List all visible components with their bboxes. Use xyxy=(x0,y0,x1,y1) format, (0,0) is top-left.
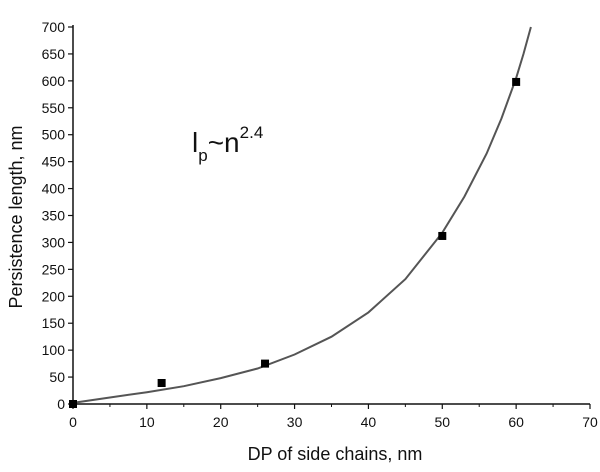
data-points-layer xyxy=(69,77,521,408)
data-point xyxy=(157,378,166,387)
fit-curve-layer xyxy=(72,26,532,404)
x-axis-title: DP of side chains, nm xyxy=(248,444,423,464)
x-tick-label: 60 xyxy=(508,414,524,430)
x-tick-label: 70 xyxy=(582,414,598,430)
y-tick-label: 500 xyxy=(42,127,66,143)
data-point xyxy=(438,231,447,240)
y-tick-label: 700 xyxy=(42,19,66,35)
annotation-superscript: 2.4 xyxy=(240,123,264,142)
data-point xyxy=(69,400,77,408)
x-tick-label: 0 xyxy=(69,414,77,430)
y-tick-label: 250 xyxy=(42,261,66,277)
y-tick-label: 0 xyxy=(57,396,65,412)
y-tick-label: 200 xyxy=(42,288,66,304)
scaling-law-annotation: lp~n2.4 xyxy=(192,123,263,165)
annotation-tilde: ~n xyxy=(208,127,240,158)
y-tick-label: 100 xyxy=(42,342,66,358)
y-tick-label: 350 xyxy=(42,208,66,224)
x-tick-label: 30 xyxy=(287,414,303,430)
x-tick-label: 50 xyxy=(434,414,450,430)
y-tick-label: 50 xyxy=(49,369,65,385)
annotation-subscript: p xyxy=(198,146,207,165)
data-point xyxy=(261,359,270,368)
y-tick-label: 550 xyxy=(42,100,66,116)
fit-curve xyxy=(72,26,532,404)
y-tick-label: 650 xyxy=(42,46,66,62)
x-tick-label: 20 xyxy=(213,414,229,430)
x-tick-label: 10 xyxy=(139,414,155,430)
y-tick-label: 450 xyxy=(42,154,66,170)
y-tick-label: 150 xyxy=(42,315,66,331)
axes: 0 10 20 30 40 50 60 700501001502002503003504004… xyxy=(42,19,598,430)
y-tick-label: 300 xyxy=(42,234,66,250)
y-axis-title: Persistence length, nm xyxy=(6,125,26,308)
y-tick-label: 600 xyxy=(42,73,66,89)
annotation-base: l xyxy=(192,127,198,158)
y-tick-label: 400 xyxy=(42,181,66,197)
x-tick-label: 40 xyxy=(361,414,377,430)
data-point xyxy=(512,77,521,86)
